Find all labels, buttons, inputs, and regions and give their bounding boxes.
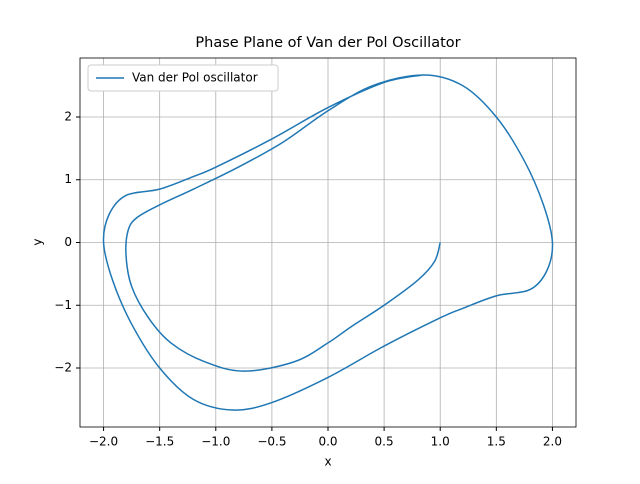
legend-box	[87, 64, 279, 92]
legend-label: Van der Pol oscillator	[132, 71, 258, 85]
y-tick-label: 1	[64, 172, 72, 186]
y-tick-label: −1	[54, 298, 72, 312]
x-tick-label: 1.0	[431, 435, 450, 449]
data-line	[102, 74, 554, 411]
y-tick-label: 2	[64, 109, 72, 123]
x-tick-label: −0.5	[257, 435, 286, 449]
plot-frame	[79, 57, 577, 428]
x-tick-label: −1.0	[201, 435, 230, 449]
chart-title: Phase Plane of Van der Pol Oscillator	[195, 35, 460, 51]
y-tick-label: −2	[54, 361, 72, 375]
x-axis-label: x	[324, 455, 331, 469]
x-tick-label: 0.0	[318, 435, 337, 449]
x-tick-label: 0.5	[375, 435, 394, 449]
x-tick-label: 1.5	[487, 435, 506, 449]
y-tick-label: 0	[64, 235, 72, 249]
x-tick-label: −2.0	[89, 435, 118, 449]
x-tick-label: 2.0	[543, 435, 562, 449]
y-axis-label: y	[31, 238, 45, 245]
x-tick-label: −1.5	[145, 435, 174, 449]
